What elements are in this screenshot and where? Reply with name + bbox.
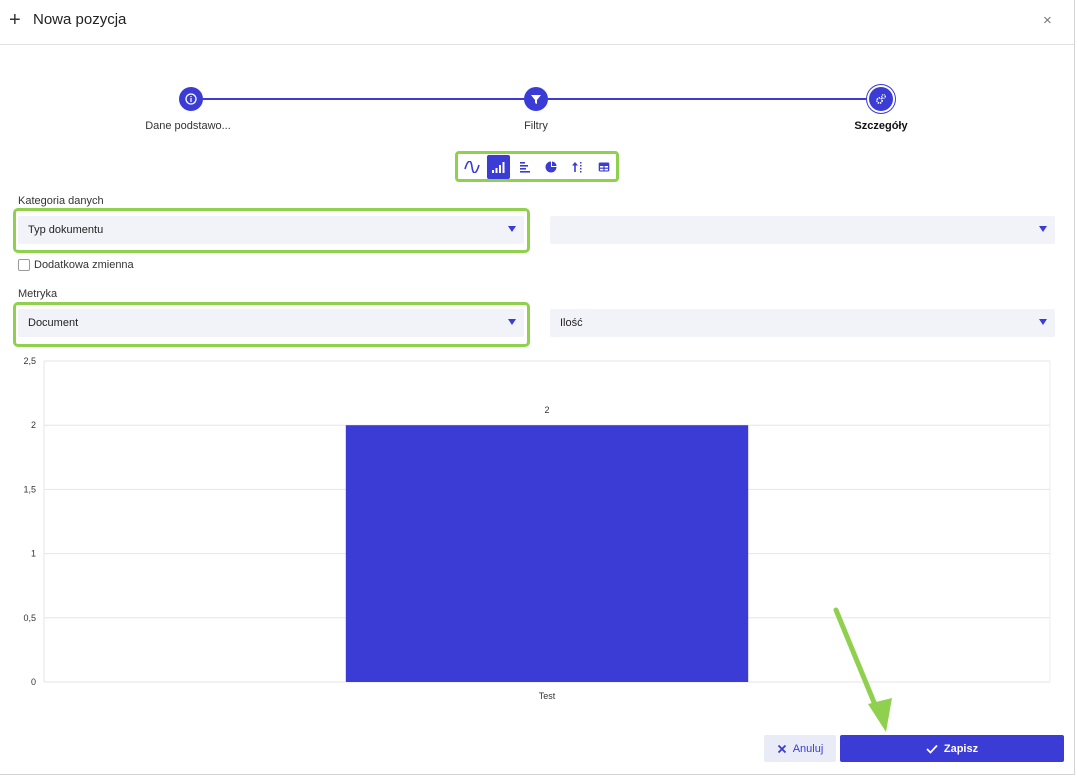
close-icon <box>777 744 786 753</box>
extra-variable-row: Dodatkowa zmienna <box>18 259 134 271</box>
category-select[interactable]: Typ dokumentu <box>18 216 524 244</box>
extra-variable-checkbox[interactable] <box>18 259 30 271</box>
pie-chart-button[interactable] <box>540 155 564 179</box>
y-tick-label: 2 <box>31 420 36 430</box>
chevron-down-icon <box>1039 319 1047 325</box>
metric-secondary-select[interactable]: Ilość <box>550 309 1055 337</box>
signal-bars-icon <box>492 161 505 173</box>
y-tick-label: 0,5 <box>23 613 36 623</box>
check-icon <box>926 744 938 754</box>
category-select-value: Typ dokumentu <box>28 224 104 236</box>
chevron-down-icon <box>508 226 516 232</box>
step-label-basic-data: Dane podstawo... <box>145 120 231 132</box>
y-tick-label: 1 <box>31 549 36 559</box>
filter-icon <box>531 95 541 104</box>
category-label: Kategoria danych <box>18 195 104 207</box>
plus-icon: + <box>9 9 21 31</box>
cancel-button-label: Anuluj <box>792 742 824 755</box>
chevron-down-icon <box>1039 226 1047 232</box>
y-tick-label: 2,5 <box>23 356 36 366</box>
step-filters[interactable] <box>524 87 548 111</box>
horizontal-bars-icon <box>519 161 530 173</box>
dialog-header: + Nowa pozycja × <box>0 0 1074 45</box>
step-label-details: Szczegóły <box>854 120 908 132</box>
info-icon <box>185 93 197 105</box>
table-icon <box>598 162 610 171</box>
sort-icon <box>571 161 582 172</box>
metric-highlight <box>13 302 530 347</box>
gears-icon <box>876 94 886 104</box>
chart-type-toolbar <box>455 151 619 182</box>
chevron-down-icon <box>508 319 516 325</box>
category-secondary-select[interactable] <box>550 216 1055 244</box>
category-highlight <box>13 208 530 253</box>
metric-label: Metryka <box>18 288 58 300</box>
pie-icon <box>545 161 557 172</box>
wave-icon <box>463 160 480 173</box>
save-button[interactable]: Zapisz <box>840 735 1064 762</box>
y-tick-label: 0 <box>31 677 36 687</box>
horizontal-bar-chart-button[interactable] <box>513 155 537 179</box>
metric-secondary-value: Ilość <box>560 317 583 329</box>
save-button-label: Zapisz <box>943 742 979 755</box>
data-label: 2 <box>544 405 549 415</box>
bar <box>345 425 749 682</box>
line-chart-button[interactable] <box>460 155 484 179</box>
step-details[interactable] <box>869 87 893 111</box>
dialog-title: Nowa pozycja <box>33 11 127 28</box>
x-tick-label: Test <box>539 691 556 701</box>
metric-select[interactable]: Document <box>18 309 524 337</box>
extra-variable-label: Dodatkowa zmienna <box>34 259 134 271</box>
y-tick-label: 1,5 <box>23 484 36 494</box>
bar-chart-button[interactable] <box>486 154 510 179</box>
step-basic-data[interactable] <box>179 87 203 111</box>
table-chart-button[interactable] <box>593 155 617 179</box>
sort-chart-button[interactable] <box>566 155 590 179</box>
metric-select-value: Document <box>28 317 79 329</box>
close-icon[interactable]: × <box>1043 12 1052 29</box>
bar-chart: 0 0,5 1 1,5 2 2,5 2 Test <box>23 356 1051 701</box>
step-label-filters: Filtry <box>524 120 548 132</box>
cancel-button[interactable]: Anuluj <box>764 735 836 762</box>
